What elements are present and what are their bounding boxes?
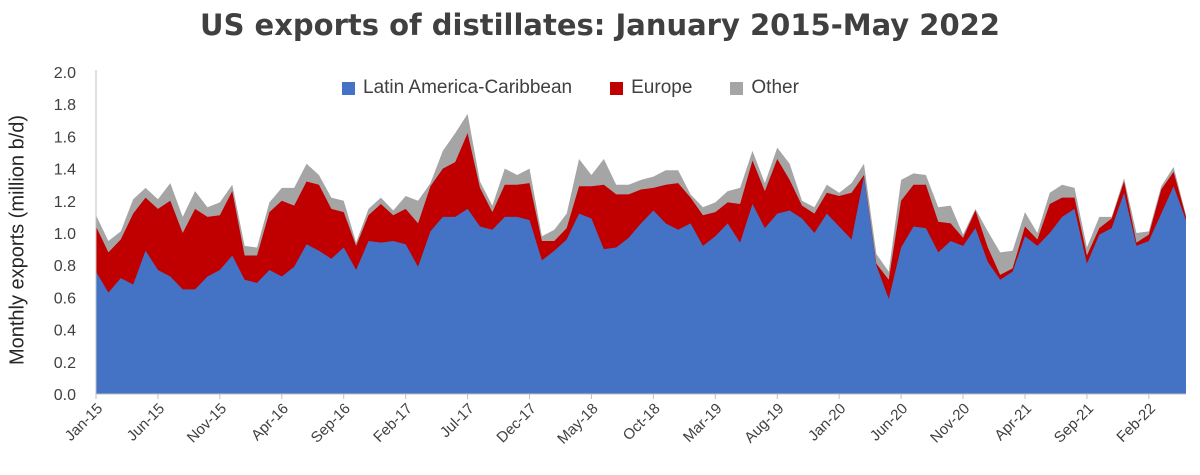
y-tick-label: 0.4 [54,323,76,340]
x-tick-label: Jun-20 [867,400,911,444]
x-tick-label: Feb-17 [370,400,416,446]
legend-item-latin-america: Latin America-Caribbean [342,77,572,99]
legend-label-europe: Europe [631,77,693,98]
x-tick-label: Sep-16 [308,400,354,446]
y-tick-label: 1.6 [54,129,76,146]
x-tick-label: Mar-19 [680,400,726,446]
x-tick-label: Aug-19 [741,400,787,446]
x-tick-label: Jan-20 [805,400,849,444]
x-tick-label: Apr-21 [991,400,1035,444]
x-tick-label: Nov-15 [184,400,230,446]
x-tick-label: Jul-17 [437,400,478,441]
x-tick-label: Sep-21 [1051,400,1097,446]
x-tick-label: Nov-20 [927,400,973,446]
y-tick-label: 0.8 [54,258,76,275]
y-tick-label: 1.0 [54,226,76,243]
area-series-latin-america-caribbean [96,176,1186,394]
legend-item-europe: Europe [610,77,692,99]
x-tick-label: Apr-16 [248,400,292,444]
y-tick-label: 0.0 [54,387,76,404]
chart-title: US exports of distillates: January 2015-… [200,8,1000,42]
legend-label-other: Other [751,77,799,98]
legend-swatch-latin-america [342,81,355,95]
legend-item-other: Other [730,77,799,99]
y-tick-label: 1.8 [54,97,76,114]
y-tick-label: 1.2 [54,194,76,211]
y-tick-label: 2.0 [54,65,76,82]
y-tick-label: 0.6 [54,290,76,307]
legend: Latin America-Caribbean Europe Other [342,76,837,100]
x-tick-label: Feb-22 [1113,400,1159,446]
y-tick-label: 0.2 [54,355,76,372]
x-tick-label: Jan-15 [62,400,106,444]
x-tick-label: Dec-17 [493,400,539,446]
x-tick-label: Oct-18 [620,400,664,444]
x-tick-label: May-18 [554,400,601,447]
legend-swatch-other [730,81,744,95]
y-tick-label: 1.4 [54,162,76,179]
legend-swatch-europe [610,81,624,95]
x-tick-label: Jun-15 [124,400,168,444]
legend-label-latin-america: Latin America-Caribbean [363,77,573,98]
